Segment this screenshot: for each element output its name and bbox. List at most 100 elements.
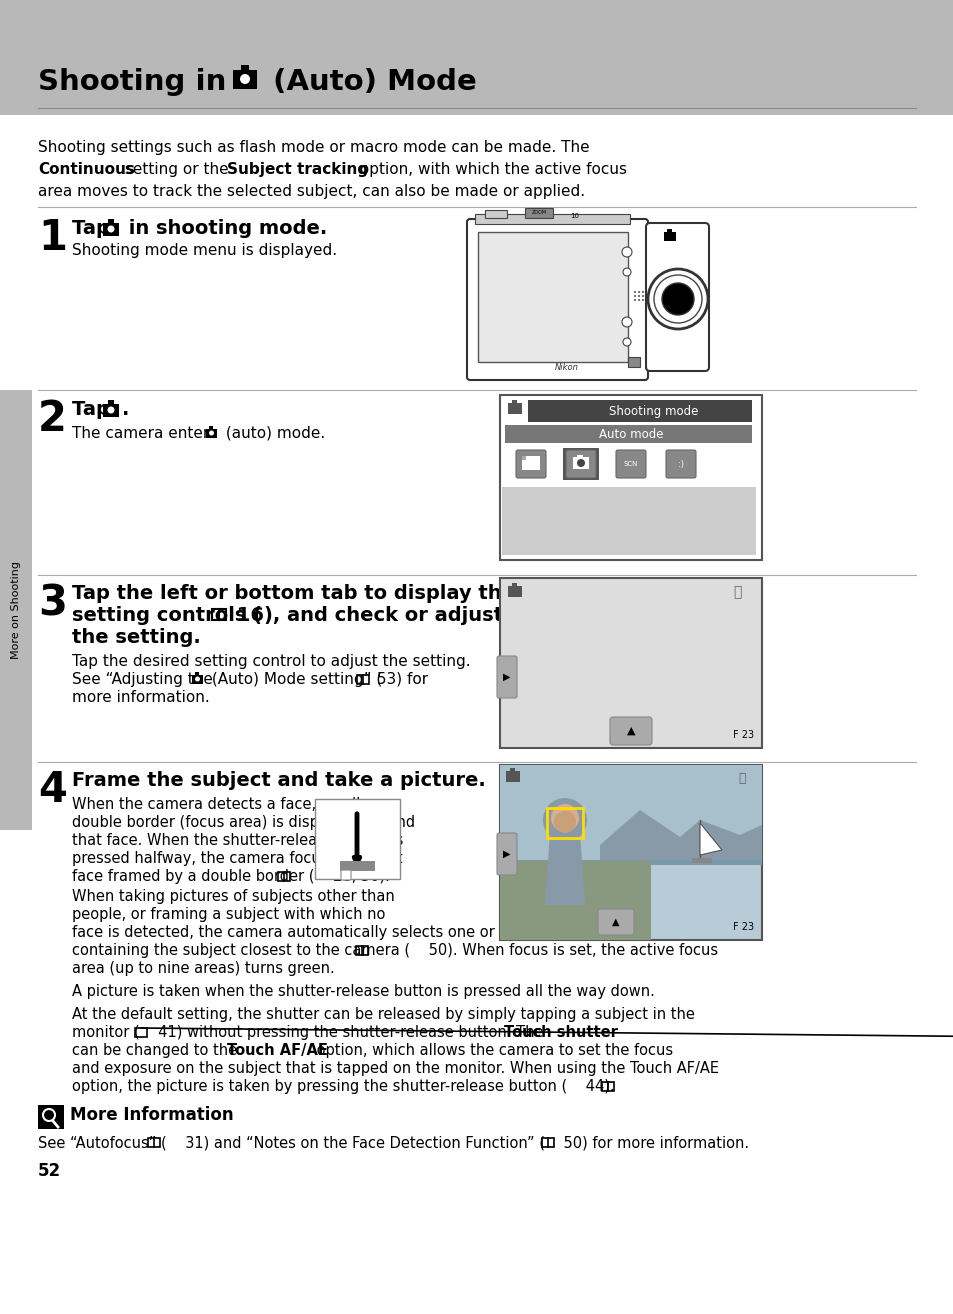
Circle shape [661,283,693,315]
Text: the setting.: the setting. [71,628,200,646]
Text: Shooting mode: Shooting mode [609,405,698,418]
Text: option, with which the active focus: option, with which the active focus [355,162,626,177]
Bar [206,428,216,438]
Bar [212,608,226,620]
Text: option, the picture is taken by pressing the shutter-release button (    44).: option, the picture is taken by pressing… [71,1079,614,1095]
Text: ZOOM: ZOOM [532,209,547,214]
Circle shape [638,296,639,297]
Text: setting controls (: setting controls ( [71,606,262,625]
Bar [499,765,761,940]
Circle shape [641,296,643,297]
Bar [562,448,598,480]
Bar [38,1105,64,1129]
Text: More on Shooting: More on Shooting [11,561,21,660]
Text: 3: 3 [38,582,67,624]
Text: Shooting in: Shooting in [38,68,236,96]
Bar [499,396,761,560]
Bar [194,671,199,675]
Bar [691,858,711,863]
Text: area (up to nine areas) turns green.: area (up to nine areas) turns green. [71,961,335,976]
Bar [501,487,755,555]
Bar [209,426,213,430]
Bar [0,390,32,830]
Bar [499,861,650,940]
Bar [499,859,761,865]
Bar [314,799,399,879]
Text: See “Autofocus” (    31) and “Notes on the Face Detection Function” (    50) for: See “Autofocus” ( 31) and “Notes on the … [38,1135,748,1150]
Text: Continuous: Continuous [38,162,134,177]
Text: in shooting mode.: in shooting mode. [122,219,327,238]
Text: more information.: more information. [71,690,210,706]
Bar [475,214,629,223]
Text: 52: 52 [38,1162,61,1180]
Text: (auto) mode.: (auto) mode. [221,426,325,442]
Bar [524,208,553,218]
Circle shape [638,300,639,301]
Text: 4: 4 [38,769,67,811]
Text: ▶: ▶ [503,849,510,859]
FancyBboxPatch shape [467,219,647,380]
Text: ▲: ▲ [612,917,619,926]
Circle shape [638,290,639,293]
Text: double border (focus area) is displayed around: double border (focus area) is displayed … [71,815,415,830]
Text: and exposure on the subject that is tapped on the monitor. When using the Touch : and exposure on the subject that is tapp… [71,1060,719,1076]
Polygon shape [544,833,584,905]
Bar [0,0,953,116]
Bar [192,675,203,685]
Bar [601,1081,614,1091]
Circle shape [577,459,584,466]
Text: containing the subject closest to the camera (    50). When focus is set, the ac: containing the subject closest to the ca… [71,943,718,958]
FancyBboxPatch shape [645,223,708,371]
Circle shape [621,317,631,327]
Text: people, or framing a subject with which no: people, or framing a subject with which … [71,907,385,922]
Bar [666,229,671,233]
Text: A picture is taken when the shutter-release button is pressed all the way down.: A picture is taken when the shutter-rele… [71,984,654,999]
Text: that face. When the shutter-release button is: that face. When the shutter-release butt… [71,833,403,848]
Bar [521,456,539,470]
Text: 🖐: 🖐 [738,773,745,786]
Text: See “Adjusting the: See “Adjusting the [71,671,217,687]
FancyBboxPatch shape [598,909,634,936]
Text: face framed by a double border (    28, 50).: face framed by a double border ( 28, 50)… [71,869,390,884]
Circle shape [108,226,114,233]
FancyBboxPatch shape [665,449,696,478]
Text: Touch shutter: Touch shutter [503,1025,618,1039]
Text: When taking pictures of subjects other than: When taking pictures of subjects other t… [71,890,395,904]
Text: More Information: More Information [70,1106,233,1123]
Bar [103,403,119,417]
Text: .: . [122,399,130,419]
Bar [108,399,113,405]
Circle shape [551,804,578,832]
Circle shape [209,431,213,435]
Circle shape [634,296,636,297]
Text: face is detected, the camera automatically selects one or more of the nine focus: face is detected, the camera automatical… [71,925,709,940]
Bar [355,946,368,955]
Text: Tap the desired setting control to adjust the setting.: Tap the desired setting control to adjus… [71,654,470,669]
Text: 16), and check or adjust: 16), and check or adjust [230,606,502,625]
Text: Tap the left or bottom tab to display the: Tap the left or bottom tab to display th… [71,583,515,603]
Bar [277,872,290,880]
Text: 2: 2 [38,398,67,440]
Bar [627,357,639,367]
Circle shape [108,406,114,414]
Circle shape [634,300,636,301]
Bar [356,675,369,685]
Bar [148,1138,160,1147]
Text: pressed halfway, the camera focuses on that: pressed halfway, the camera focuses on t… [71,851,402,866]
Text: Shooting mode menu is displayed.: Shooting mode menu is displayed. [71,243,336,258]
Text: can be changed to the: can be changed to the [71,1043,241,1058]
FancyBboxPatch shape [565,449,596,478]
Bar [577,455,582,459]
FancyBboxPatch shape [340,870,351,880]
Text: The camera enters: The camera enters [71,426,222,442]
Bar [339,861,375,871]
Polygon shape [599,809,761,861]
Bar [504,424,751,443]
Circle shape [647,269,707,328]
Bar [521,456,525,460]
Circle shape [622,268,630,276]
Text: 53) for: 53) for [372,671,428,687]
Bar [510,767,515,773]
Bar [505,771,519,782]
Text: (Auto) Mode setting” (: (Auto) Mode setting” ( [207,671,382,687]
